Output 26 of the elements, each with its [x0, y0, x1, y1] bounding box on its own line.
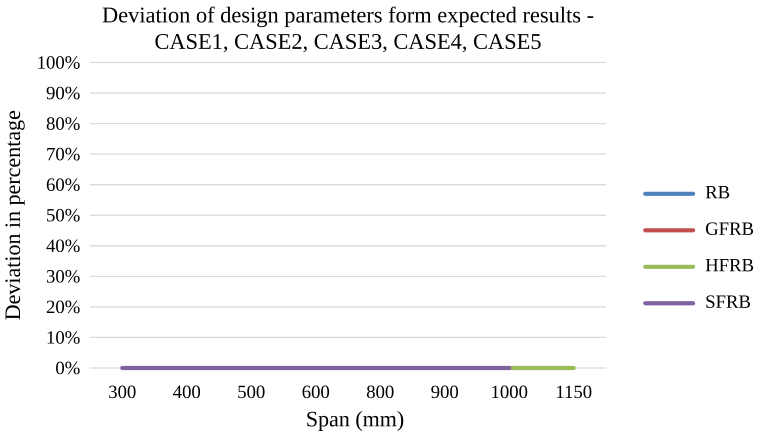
x-tick-label: 600: [302, 386, 330, 398]
y-tick-label: 100%: [38, 56, 80, 69]
y-tick-label: 0%: [56, 362, 80, 374]
y-tick-label: 60%: [46, 178, 80, 192]
y-tick-label: 30%: [46, 270, 80, 283]
x-tick-label: 1150: [557, 386, 592, 398]
x-tick-label: 500: [238, 386, 265, 398]
y-tick-label: 90%: [46, 86, 80, 100]
y-tick-label: 10%: [48, 331, 80, 344]
x-tick-label: 900: [431, 386, 458, 398]
legend-label: RB: [706, 186, 730, 198]
x-tick-label: 800: [366, 386, 394, 398]
y-tick-label: 40%: [46, 239, 80, 252]
y-axis-title: Deviation in percentage: [5, 110, 25, 320]
x-tick-label: 400: [173, 386, 200, 398]
y-tick-label: 70%: [47, 148, 80, 160]
y-tick-label: 20%: [46, 300, 80, 314]
chart-title: Deviation of design parameters form expected results - CASE1, CASE2, CASE3, CASE4, CASE5: [102, 6, 594, 52]
legend-label: SFRB: [706, 295, 750, 308]
x-tick-label: 300: [109, 386, 136, 398]
legend-label: GFRB: [706, 222, 754, 235]
x-axis-title: Span (mm): [307, 411, 404, 431]
x-tick-label: 1000: [492, 386, 528, 398]
y-tick-label: 80%: [46, 117, 80, 130]
legend-label: HFRB: [706, 259, 754, 272]
y-tick-label: 50%: [47, 208, 80, 222]
